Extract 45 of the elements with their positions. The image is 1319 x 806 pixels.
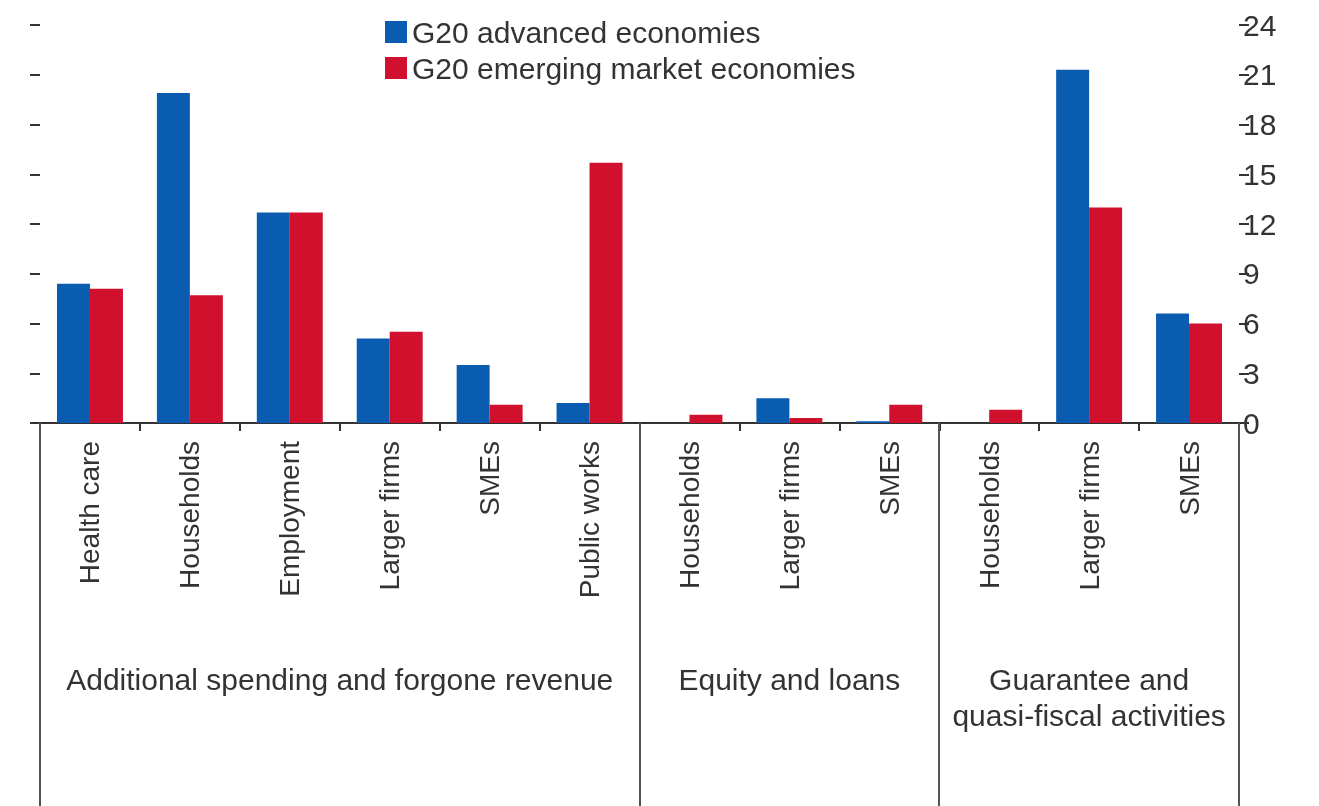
x-tick-label: Larger firms	[374, 441, 406, 591]
bar	[156, 92, 190, 423]
bar	[389, 331, 423, 423]
bar	[356, 338, 390, 423]
bar	[89, 288, 123, 423]
bar	[189, 295, 223, 423]
bar	[56, 283, 90, 423]
y-tick-label: 18	[1243, 108, 1277, 141]
bar	[1056, 69, 1090, 423]
bar	[556, 403, 590, 423]
text: Guarantee and quasi-fiscal activities	[951, 662, 1227, 734]
x-tick-label: Public works	[574, 441, 606, 599]
x-tick-label: Larger firms	[1073, 441, 1105, 591]
legend-label: G20 emerging market economies	[412, 51, 856, 85]
bar	[256, 212, 290, 423]
text: Additional spending and forgone revenue	[65, 662, 615, 698]
y-tick-label: 24	[1243, 8, 1277, 42]
y-tick-label: 12	[1243, 207, 1277, 241]
bar	[789, 418, 823, 423]
y-tick-label: 3	[1243, 356, 1260, 390]
bar	[1089, 207, 1123, 423]
bar	[1189, 323, 1223, 423]
bar	[589, 162, 623, 423]
x-tick-label: Health care	[74, 441, 106, 585]
y-tick-label: 15	[1243, 157, 1277, 191]
x-tick-label: SMEs	[474, 441, 506, 516]
y-tick-label: 6	[1243, 307, 1260, 340]
bar	[989, 409, 1023, 423]
bar	[489, 404, 523, 423]
bar	[456, 364, 490, 423]
x-tick-label: SMEs	[1173, 441, 1205, 516]
x-tick-label: Larger firms	[773, 441, 805, 591]
bar	[1156, 313, 1190, 423]
text: Equity and loans	[677, 662, 902, 698]
x-tick-label: SMEs	[873, 441, 905, 516]
x-tick-label: Employment	[274, 440, 306, 597]
x-tick-label: Households	[673, 441, 705, 589]
bar	[689, 414, 723, 423]
bar	[889, 404, 923, 423]
y-tick-label: 21	[1243, 58, 1277, 92]
bar	[289, 212, 323, 423]
bar	[756, 398, 790, 423]
legend-label: G20 advanced economies	[412, 15, 761, 49]
x-tick-label: Households	[973, 441, 1005, 589]
x-tick-label: Households	[174, 441, 206, 589]
